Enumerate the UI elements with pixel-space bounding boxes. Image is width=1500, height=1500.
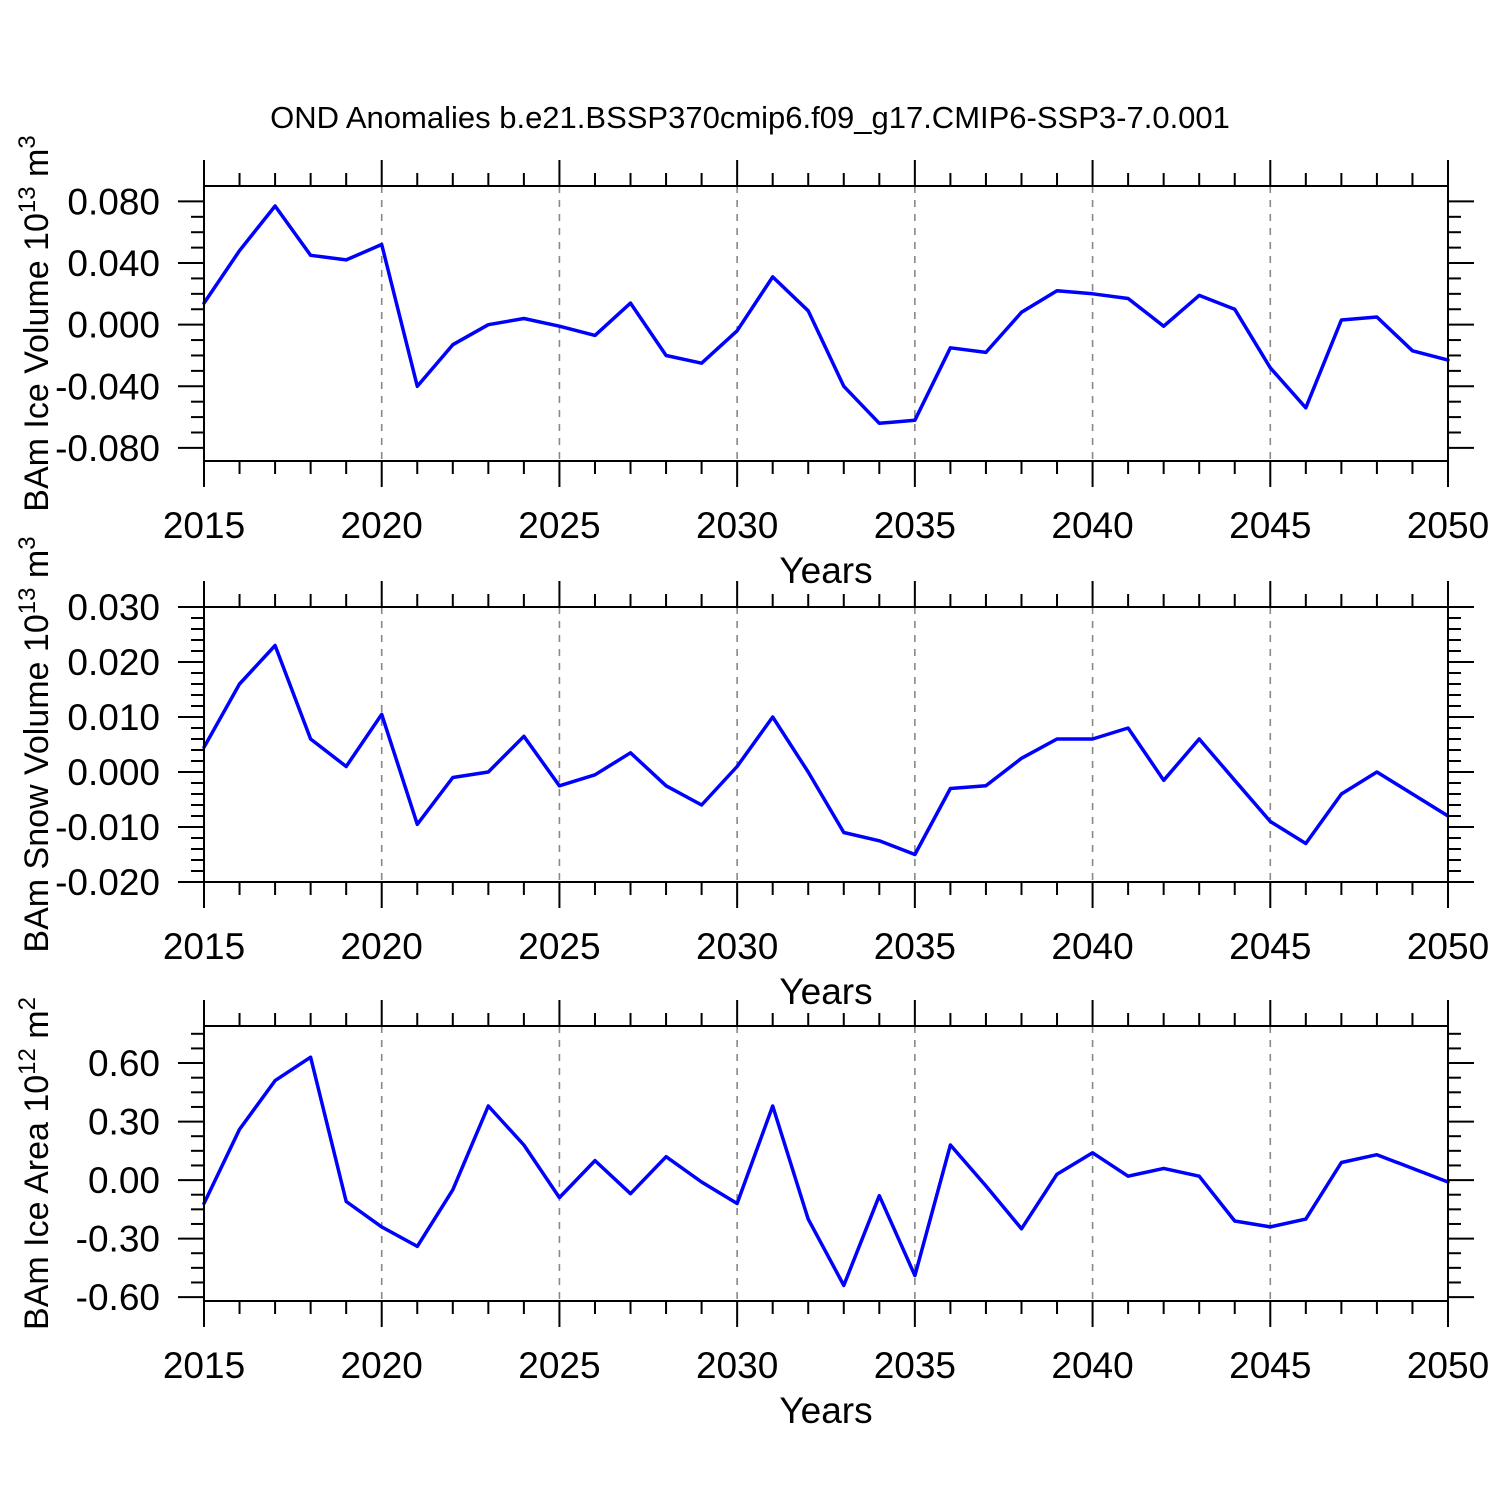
panel-ice-area: 2015 2020 2025 2030 2035 2040 2045 2050 Years 0.6… bbox=[14, 997, 1489, 1431]
x-tick-label: 2035 bbox=[874, 1345, 956, 1386]
axes-frame bbox=[203, 1025, 1449, 1302]
x-tick-label: 2025 bbox=[518, 926, 600, 967]
panel-snow-volume: 2015 2020 2025 2030 2035 2040 2045 2050 Years 0.0… bbox=[14, 536, 1489, 1012]
y-axis-title: BAm Ice Volume 1013 m3 bbox=[14, 135, 56, 511]
y-tick-label: -0.010 bbox=[55, 807, 160, 848]
y-tick-label: -0.080 bbox=[55, 428, 160, 469]
x-tick-label: 2045 bbox=[1229, 505, 1311, 546]
x-axis-title: Years bbox=[779, 550, 872, 591]
y-tick-labels: 0.030 0.020 0.010 0.000 -0.010 -0.020 bbox=[55, 587, 160, 903]
axis-ticks bbox=[178, 1000, 1474, 1327]
y-axis-title: BAm Ice Area 1012 m2 bbox=[14, 997, 56, 1330]
x-tick-label: 2030 bbox=[696, 926, 778, 967]
y-tick-label: -0.30 bbox=[76, 1219, 160, 1260]
y-tick-label: 0.010 bbox=[67, 697, 160, 738]
x-tick-label: 2025 bbox=[518, 1345, 600, 1386]
panel-ice-volume: 2015 2020 2025 2030 2035 2040 2045 2050 Years 0.0… bbox=[14, 135, 1489, 591]
x-axis-title: Years bbox=[779, 1390, 872, 1431]
y-tick-label: 0.000 bbox=[67, 752, 160, 793]
series-line-snow-volume bbox=[202, 643, 1450, 857]
x-tick-label: 2040 bbox=[1051, 1345, 1133, 1386]
x-tick-label: 2035 bbox=[874, 926, 956, 967]
axes-frame bbox=[203, 185, 1449, 462]
axes-frame bbox=[203, 606, 1449, 883]
x-tick-label: 2035 bbox=[874, 505, 956, 546]
y-tick-label: 0.030 bbox=[67, 587, 160, 628]
y-tick-label: 0.080 bbox=[67, 181, 160, 222]
x-tick-label: 2030 bbox=[696, 505, 778, 546]
x-tick-label: 2015 bbox=[163, 926, 245, 967]
x-tick-label: 2020 bbox=[341, 505, 423, 546]
axis-ticks bbox=[178, 160, 1474, 487]
y-tick-label: 0.00 bbox=[88, 1160, 160, 1201]
y-tick-label: -0.040 bbox=[55, 366, 160, 407]
x-tick-label: 2050 bbox=[1407, 926, 1489, 967]
chart-title: OND Anomalies b.e21.BSSP370cmip6.f09_g17… bbox=[270, 100, 1230, 135]
y-tick-labels: 0.60 0.30 0.00 -0.30 -0.60 bbox=[76, 1043, 160, 1318]
x-tick-label: 2020 bbox=[341, 1345, 423, 1386]
x-axis-title: Years bbox=[779, 971, 872, 1012]
y-tick-label: 0.60 bbox=[88, 1043, 160, 1084]
x-tick-label: 2040 bbox=[1051, 505, 1133, 546]
y-tick-label: 0.30 bbox=[88, 1102, 160, 1143]
y-tick-label: 0.020 bbox=[67, 642, 160, 683]
y-tick-label: -0.60 bbox=[76, 1277, 160, 1318]
y-tick-labels: 0.080 0.040 0.000 -0.040 -0.080 bbox=[55, 181, 160, 468]
x-tick-label: 2025 bbox=[518, 505, 600, 546]
x-tick-label: 2045 bbox=[1229, 1345, 1311, 1386]
x-tick-labels: 2015 2020 2025 2030 2035 2040 2045 2050 bbox=[163, 926, 1489, 967]
y-tick-label: 0.000 bbox=[67, 305, 160, 346]
x-tick-label: 2040 bbox=[1051, 926, 1133, 967]
x-tick-label: 2050 bbox=[1407, 1345, 1489, 1386]
series-line-ice-area bbox=[202, 1055, 1450, 1288]
x-tick-labels: 2015 2020 2025 2030 2035 2040 2045 2050 bbox=[163, 1345, 1489, 1386]
axis-ticks bbox=[178, 581, 1474, 908]
vertical-gridlines bbox=[380, 607, 1272, 882]
x-tick-label: 2030 bbox=[696, 1345, 778, 1386]
x-tick-label: 2015 bbox=[163, 1345, 245, 1386]
x-tick-label: 2050 bbox=[1407, 505, 1489, 546]
x-tick-label: 2015 bbox=[163, 505, 245, 546]
vertical-gridlines bbox=[380, 1026, 1272, 1301]
x-tick-labels: 2015 2020 2025 2030 2035 2040 2045 2050 bbox=[163, 505, 1489, 546]
y-tick-label: 0.040 bbox=[67, 243, 160, 284]
y-tick-label: -0.020 bbox=[55, 862, 160, 903]
series-line-ice-volume bbox=[202, 204, 1450, 426]
x-tick-label: 2020 bbox=[341, 926, 423, 967]
x-tick-label: 2045 bbox=[1229, 926, 1311, 967]
vertical-gridlines bbox=[380, 186, 1272, 461]
y-axis-title: BAm Snow Volume 1013 m3 bbox=[14, 536, 56, 952]
